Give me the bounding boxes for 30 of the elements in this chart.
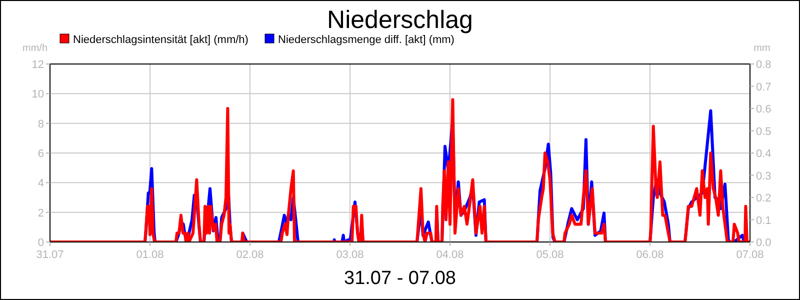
chart-title: Niederschlag: [327, 6, 473, 34]
y-tick-label: 6: [38, 148, 44, 160]
y2-tick-label: 0.8: [756, 59, 772, 71]
x-tick-label: 31.07: [36, 249, 64, 261]
x-tick-label: 01.08: [136, 249, 164, 261]
x-tick-label: 06.08: [636, 249, 664, 261]
legend-label: Niederschlagsmenge diff. [akt] (mm): [278, 34, 454, 46]
y-axis-title: mm/h: [22, 43, 48, 54]
legend-label: Niederschlagsintensität [akt] (mm/h): [73, 34, 248, 46]
y-tick-label: 12: [32, 59, 44, 71]
y2-axis-title: mm: [754, 43, 770, 54]
x-tick-label: 02.08: [236, 249, 264, 261]
y-tick-label: 4: [38, 178, 44, 190]
y2-tick-label: 0.2: [756, 192, 772, 204]
x-tick-label: 05.08: [536, 249, 564, 261]
y-tick-label: 0: [38, 237, 44, 249]
y2-tick-label: 0.7: [756, 81, 772, 94]
y-tick-label: 10: [32, 88, 44, 101]
x-tick-label: 04.08: [436, 249, 464, 261]
y-tick-label: 8: [38, 118, 44, 130]
y2-tick-label: 0.1: [756, 214, 772, 227]
y2-tick-label: 0.4: [756, 148, 772, 160]
y2-tick-label: 0.5: [756, 126, 772, 138]
y2-tick-label: 0.3: [756, 170, 772, 182]
y2-tick-label: 0.6: [756, 104, 772, 116]
x-tick-label: 03.08: [336, 249, 364, 261]
x-tick-label: 07.08: [736, 249, 764, 261]
y2-tick-label: 0.0: [756, 237, 772, 249]
y-tick-label: 2: [38, 207, 44, 220]
x-axis-title: 31.07 - 07.08: [344, 268, 456, 289]
